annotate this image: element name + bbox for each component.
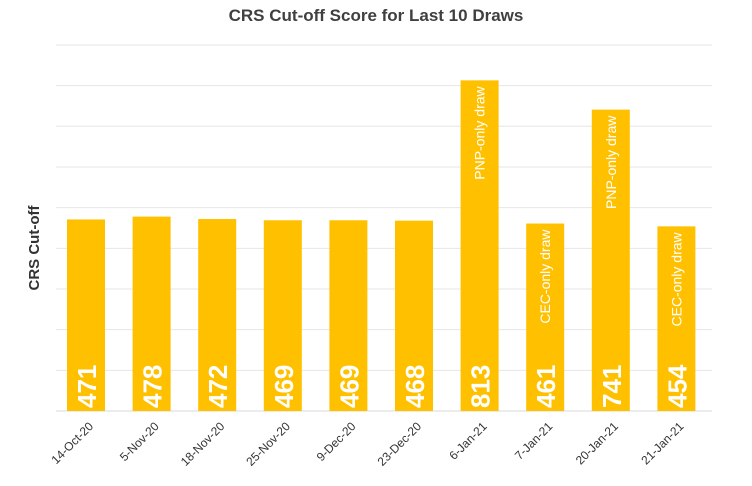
data-label-21-Jan-21: 454	[662, 364, 692, 408]
x-tick-9-Dec-20: 9-Dec-20	[314, 419, 359, 464]
bar-18-Nov-20	[198, 219, 237, 411]
bars: 471 478 472 469 469 468 813 PNP-only draw 461 CEC…	[67, 80, 696, 411]
data-label-20-Jan-21: 741	[597, 365, 627, 408]
bar-25-Nov-20	[263, 220, 302, 411]
x-tick-7-Jan-21: 7-Jan-21	[512, 419, 556, 463]
bar-5-Nov-20	[132, 216, 171, 411]
data-label-23-Dec-20: 468	[400, 365, 430, 408]
bar-9-Dec-20	[329, 220, 368, 411]
x-tick-labels: 14-Oct-20 5-Nov-20 18-Nov-20 25-Nov-20 9-Dec…	[48, 419, 686, 469]
x-tick-14-Oct-20: 14-Oct-20	[48, 419, 96, 467]
x-tick-20-Jan-21: 20-Jan-21	[573, 419, 621, 467]
chart-title: CRS Cut-off Score for Last 10 Draws	[228, 6, 524, 25]
bar-20-Jan-21	[591, 109, 630, 411]
annotation-6-Jan-21: PNP-only draw	[472, 85, 488, 179]
annotation-21-Jan-21: CEC-only draw	[668, 231, 684, 326]
data-label-14-Oct-20: 471	[72, 365, 102, 408]
data-label-9-Dec-20: 469	[334, 365, 364, 408]
data-label-6-Jan-21: 813	[466, 365, 496, 408]
bar-6-Jan-21	[460, 80, 499, 411]
x-tick-5-Nov-20: 5-Nov-20	[117, 419, 162, 464]
bar-23-Dec-20	[395, 220, 433, 411]
annotation-7-Jan-21: CEC-only draw	[537, 229, 553, 324]
bar-7-Jan-21	[526, 223, 565, 411]
x-tick-6-Jan-21: 6-Jan-21	[446, 419, 490, 463]
x-tick-23-Dec-20: 23-Dec-20	[375, 419, 425, 469]
annotation-20-Jan-21: PNP-only draw	[603, 115, 619, 209]
data-label-25-Nov-20: 469	[269, 365, 299, 408]
bar-21-Jan-21	[657, 226, 696, 411]
x-tick-25-Nov-20: 25-Nov-20	[243, 419, 293, 469]
data-label-18-Nov-20: 472	[203, 365, 233, 408]
x-tick-18-Nov-20: 18-Nov-20	[178, 419, 228, 469]
y-axis-label: CRS Cut-off	[26, 205, 43, 291]
bar-14-Oct-20	[67, 219, 105, 411]
data-label-5-Nov-20: 478	[138, 365, 168, 408]
data-label-7-Jan-21: 461	[531, 365, 561, 408]
x-tick-21-Jan-21: 21-Jan-21	[638, 419, 686, 467]
